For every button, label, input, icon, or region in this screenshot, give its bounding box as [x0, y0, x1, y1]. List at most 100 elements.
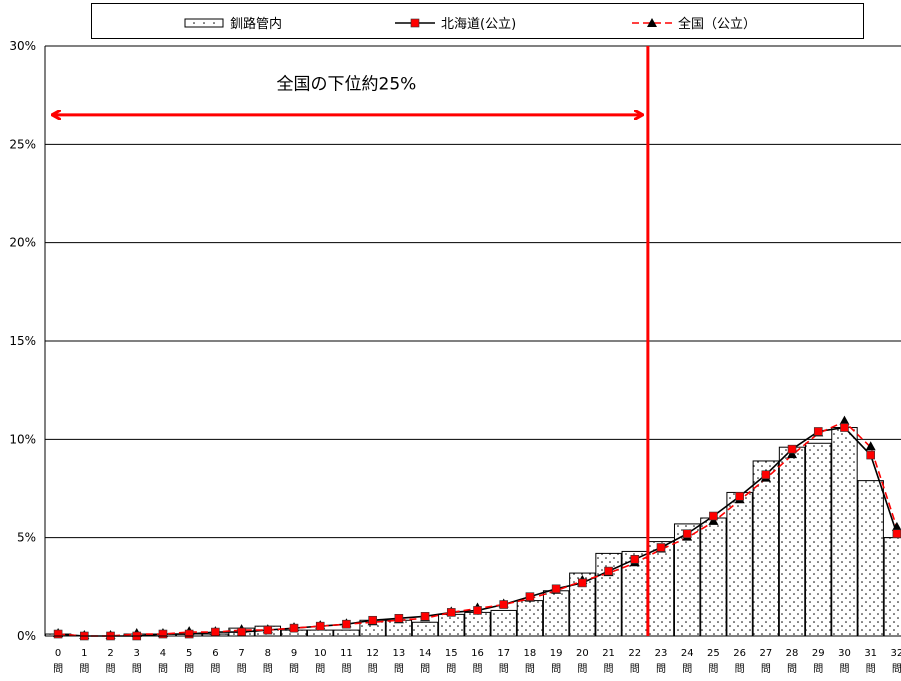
- marker-hokkaido: [656, 543, 666, 552]
- marker-hokkaido: [499, 600, 509, 609]
- gridlines: [45, 45, 901, 637]
- x-tick-label: 31: [864, 648, 877, 659]
- x-tick-label: 26: [733, 648, 746, 659]
- x-tick-unit: 問: [813, 663, 823, 675]
- bar: [726, 491, 753, 637]
- bar: [883, 537, 901, 637]
- x-tick-label: 5: [186, 648, 192, 659]
- bar: [490, 609, 517, 637]
- x-tick-unit: 問: [525, 663, 535, 675]
- x-tick-label: 18: [524, 648, 537, 659]
- marker-hokkaido: [761, 470, 771, 480]
- marker-hokkaido: [735, 492, 744, 501]
- x-tick-label: 1: [81, 648, 87, 659]
- x-tick-unit: 問: [735, 663, 745, 675]
- x-tick-unit: 問: [158, 663, 168, 675]
- marker-hokkaido: [184, 629, 194, 639]
- bar: [542, 590, 570, 637]
- x-tick-unit: 問: [761, 663, 771, 675]
- x-tick-label: 22: [628, 648, 641, 659]
- x-tick-unit: 問: [499, 663, 509, 675]
- marker-hokkaido: [289, 623, 299, 633]
- x-tick-unit: 問: [656, 663, 666, 675]
- marker-hokkaido: [53, 629, 63, 639]
- x-tick-label: 25: [707, 648, 720, 659]
- marker-zenkoku: [708, 515, 719, 525]
- x-tick-label: 2: [107, 648, 113, 659]
- legend-item-hokkaido: 北海道(公立): [395, 13, 516, 32]
- line-series: [53, 415, 901, 641]
- x-tick-label: 20: [576, 648, 589, 659]
- x-tick-unit: 問: [682, 663, 692, 675]
- marker-hokkaido: [525, 592, 535, 601]
- legend: 釧路管内 北海道(公立) 全国（公立）: [91, 3, 864, 39]
- bar: [595, 552, 622, 637]
- x-tick-label: 16: [471, 648, 484, 659]
- marker-hokkaido: [342, 619, 351, 629]
- x-tick-label: 17: [497, 648, 510, 659]
- x-tick-unit: 問: [132, 663, 142, 675]
- x-tick-label: 14: [419, 648, 432, 659]
- x-tick-unit: 問: [394, 663, 404, 675]
- marker-hokkaido: [263, 625, 273, 635]
- x-tick-unit: 問: [341, 663, 351, 675]
- marker-hokkaido: [682, 529, 692, 539]
- marker-hokkaido: [578, 578, 587, 588]
- marker-zenkoku: [891, 521, 901, 531]
- x-axis: 0 問 1 問 2 問 3 問 4 問 5 問 6 問 7 問 8 問 9 問 10 問 11 問 12 問 13 問 14 問 15 問 16…: [45, 635, 901, 675]
- x-tick-label: 24: [681, 648, 694, 659]
- x-tick-unit: 問: [420, 663, 430, 675]
- x-tick-unit: 問: [604, 663, 614, 675]
- y-tick-label: 30%: [9, 39, 36, 53]
- legend-bar-swatch-icon: [184, 18, 224, 27]
- marker-zenkoku: [839, 415, 850, 425]
- x-tick-label: 21: [602, 648, 615, 659]
- marker-hokkaido: [315, 621, 325, 631]
- marker-hokkaido: [446, 608, 456, 617]
- bar: [438, 613, 465, 637]
- marker-hokkaido: [473, 606, 482, 615]
- marker-hokkaido: [840, 423, 849, 432]
- x-tick-label: 8: [265, 648, 271, 659]
- bar-series-kushiro: [44, 427, 901, 637]
- x-tick-label: 29: [812, 648, 825, 659]
- bar: [752, 460, 780, 637]
- marker-hokkaido: [892, 529, 901, 539]
- x-tick-unit: 問: [787, 663, 797, 675]
- x-tick-unit: 問: [892, 663, 901, 675]
- x-tick-label: 13: [392, 648, 405, 659]
- x-tick-label: 19: [550, 648, 563, 659]
- x-tick-unit: 問: [630, 663, 640, 675]
- x-tick-unit: 問: [839, 663, 849, 675]
- y-tick-label: 10%: [9, 432, 36, 446]
- x-tick-label: 0: [55, 648, 61, 659]
- x-tick-label: 27: [759, 648, 772, 659]
- bar: [831, 427, 858, 637]
- marker-hokkaido: [551, 584, 561, 594]
- legend-item-kushiro: 釧路管内: [184, 13, 282, 32]
- x-tick-unit: 問: [551, 663, 561, 675]
- x-tick-label: 9: [291, 648, 297, 659]
- marker-hokkaido: [630, 554, 640, 564]
- marker-hokkaido: [394, 613, 404, 623]
- bar: [333, 629, 360, 637]
- bar: [516, 600, 544, 637]
- marker-hokkaido: [787, 444, 797, 454]
- x-tick-unit: 問: [446, 663, 456, 675]
- bar: [464, 611, 491, 637]
- x-tick-label: 6: [212, 648, 218, 659]
- bar: [647, 541, 675, 637]
- x-tick-unit: 問: [866, 663, 876, 675]
- marker-hokkaido: [158, 629, 168, 639]
- annotation: 全国の下位約25%: [53, 46, 650, 636]
- x-tick-unit: 問: [79, 663, 89, 675]
- x-tick-unit: 問: [315, 663, 325, 675]
- annotation-label: 全国の下位約25%: [277, 74, 417, 94]
- y-axis: 0% 5% 10% 15% 20% 25% 30%: [9, 39, 46, 643]
- x-tick-label: 11: [340, 648, 353, 659]
- x-tick-label: 7: [238, 648, 244, 659]
- x-tick-label: 3: [134, 648, 140, 659]
- bar: [805, 442, 832, 637]
- x-tick-label: 4: [160, 648, 166, 659]
